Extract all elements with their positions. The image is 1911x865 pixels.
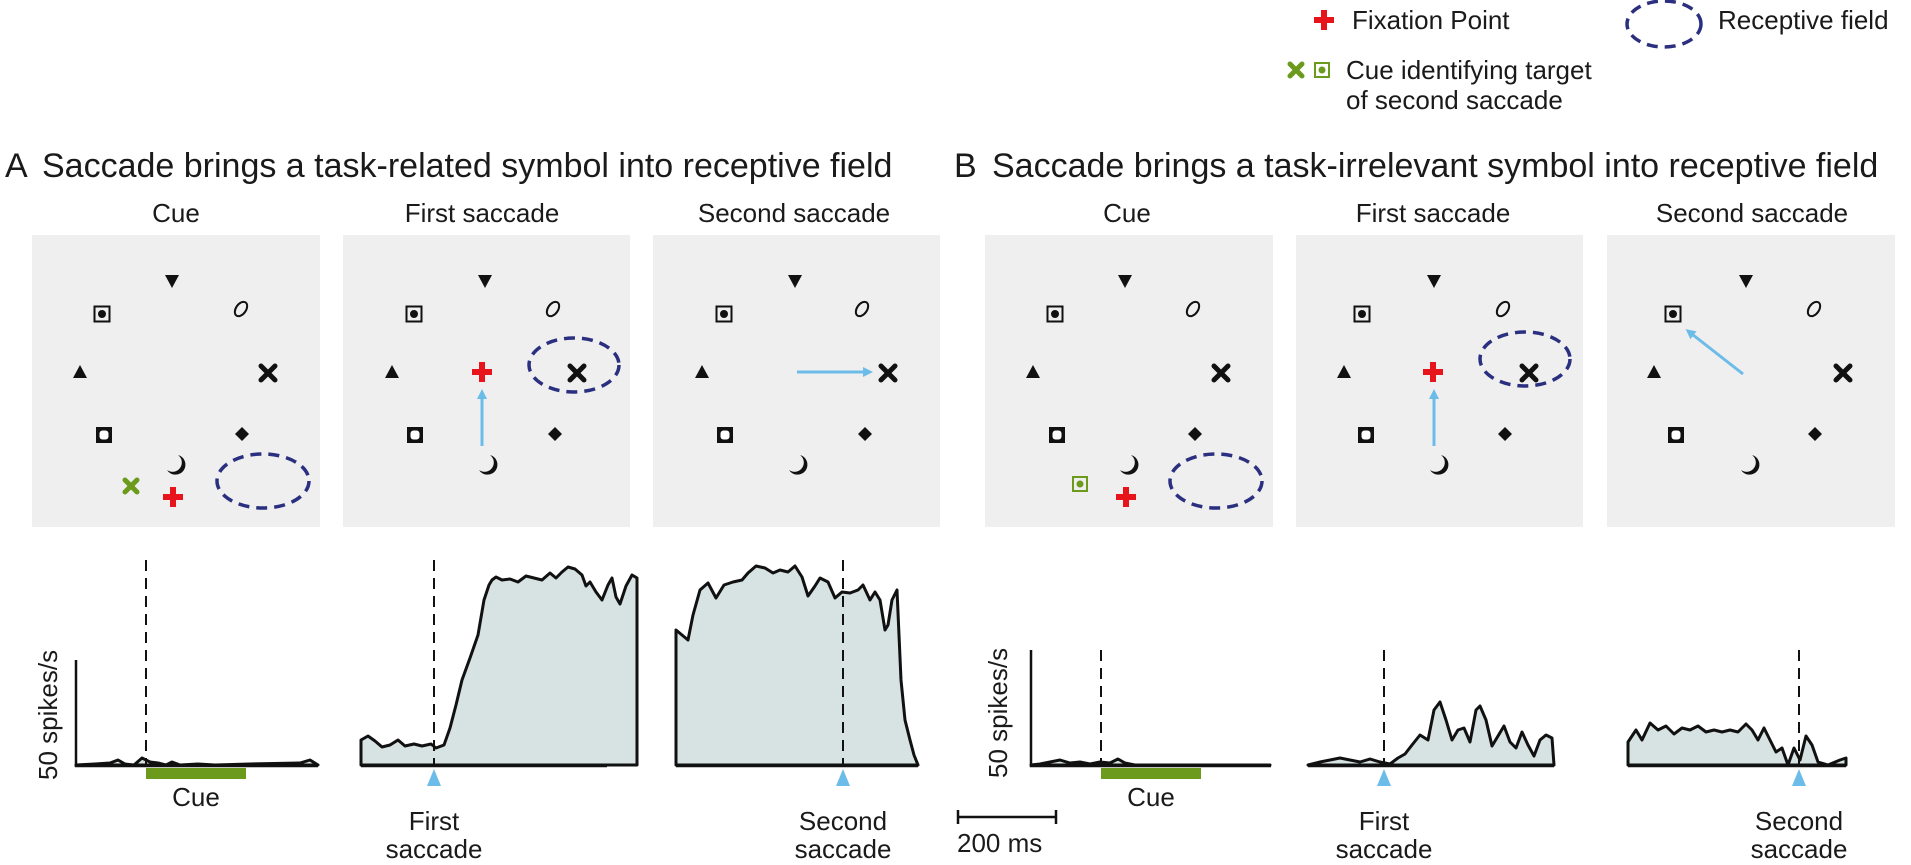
square-ring-icon — [1358, 427, 1374, 443]
square-ring-icon — [717, 427, 733, 443]
panel-a-sub-cue: Cue — [152, 198, 200, 228]
psth-a-first: First saccade — [359, 560, 639, 864]
marker-triangle-icon — [1792, 769, 1806, 786]
marker-first-label-line1: First — [1359, 806, 1410, 836]
legend-fixation-label: Fixation Point — [1352, 5, 1510, 35]
psth-b-second: Second saccade — [1626, 650, 1848, 864]
cue-bar — [1101, 768, 1201, 779]
square-ring-icon — [1668, 427, 1684, 443]
receptive-field-icon — [215, 452, 311, 510]
fixation-cross-icon — [1314, 10, 1334, 30]
panel-a-sub-second: Second saccade — [698, 198, 890, 228]
psth-b-first: First saccade — [1306, 650, 1556, 864]
marker-second-label-line2: saccade — [1751, 834, 1848, 864]
spike-trace — [359, 565, 639, 767]
panel-b-sub-first: First saccade — [1356, 198, 1511, 228]
scene-b-second — [1607, 235, 1895, 527]
panel-a-sub-first: First saccade — [405, 198, 560, 228]
spike-trace — [74, 756, 320, 767]
scene-b-first — [1296, 235, 1583, 527]
marker-triangle-icon — [836, 769, 850, 786]
marker-second-label-line2: saccade — [795, 834, 892, 864]
scene-a-cue — [32, 235, 320, 527]
scale-bar-label: 200 ms — [957, 828, 1042, 858]
spike-trace — [674, 564, 920, 767]
psth-a-cue: Cue 50 spikes/s — [33, 560, 320, 812]
time-scale-bar: 200 ms — [956, 810, 1058, 858]
scene-a-first — [343, 235, 630, 527]
legend-receptive-label: Receptive field — [1718, 5, 1889, 35]
cue-square-icon — [1314, 62, 1330, 78]
marker-first-label-line1: First — [409, 806, 460, 836]
saccade-arrow-icon — [1685, 329, 1744, 376]
legend: Fixation Point Receptive field Cue ident… — [1290, 0, 1889, 115]
scale-bar-line — [956, 810, 1058, 824]
panel-b-title: Saccade brings a task-irrelevant symbol … — [992, 147, 1878, 185]
cue-bar-label: Cue — [1127, 782, 1175, 812]
panel-b-sub-cue: Cue — [1103, 198, 1151, 228]
axis-lines — [74, 660, 318, 768]
panel-b-letter: B — [954, 147, 977, 185]
marker-second-label-line1: Second — [799, 806, 887, 836]
receptive-field-icon — [1168, 452, 1264, 510]
spike-trace — [1626, 721, 1848, 767]
spike-trace — [1029, 757, 1272, 767]
panel-a-title: Saccade brings a task-related symbol int… — [42, 147, 892, 185]
y-scale-label: 50 spikes/s — [983, 648, 1013, 778]
legend-cue-label-line1: Cue identifying target — [1346, 55, 1592, 85]
cue-x-icon — [1290, 64, 1302, 76]
panel-b: B Saccade brings a task-irrelevant symbo… — [954, 147, 1895, 864]
marker-first-label-line2: saccade — [1336, 834, 1433, 864]
marker-triangle-icon — [427, 769, 441, 786]
scene-b-cue — [985, 235, 1273, 527]
square-ring-icon — [407, 427, 423, 443]
marker-triangle-icon — [1377, 769, 1391, 786]
spike-trace — [1306, 700, 1556, 767]
marker-second-label-line1: Second — [1755, 806, 1843, 836]
marker-first-label-line2: saccade — [386, 834, 483, 864]
cue-bar-label: Cue — [172, 782, 220, 812]
receptive-field-legend-icon — [1625, 0, 1703, 49]
psth-a-second: Second saccade — [674, 560, 920, 864]
receptive-field-icon — [1478, 330, 1572, 388]
square-ring-icon — [96, 427, 112, 443]
psth-b-cue: Cue 50 spikes/s — [983, 648, 1272, 812]
cue-bar — [146, 768, 246, 779]
axis-lines — [1029, 650, 1271, 768]
scene-a-second — [653, 235, 940, 527]
square-ring-icon — [1049, 427, 1065, 443]
panel-b-sub-second: Second saccade — [1656, 198, 1848, 228]
legend-cue-label-line2: of second saccade — [1346, 85, 1563, 115]
panel-a-letter: A — [5, 147, 28, 185]
y-scale-label: 50 spikes/s — [33, 650, 63, 780]
receptive-field-icon — [527, 336, 621, 394]
panel-a: A Saccade brings a task-related symbol i… — [5, 147, 940, 864]
